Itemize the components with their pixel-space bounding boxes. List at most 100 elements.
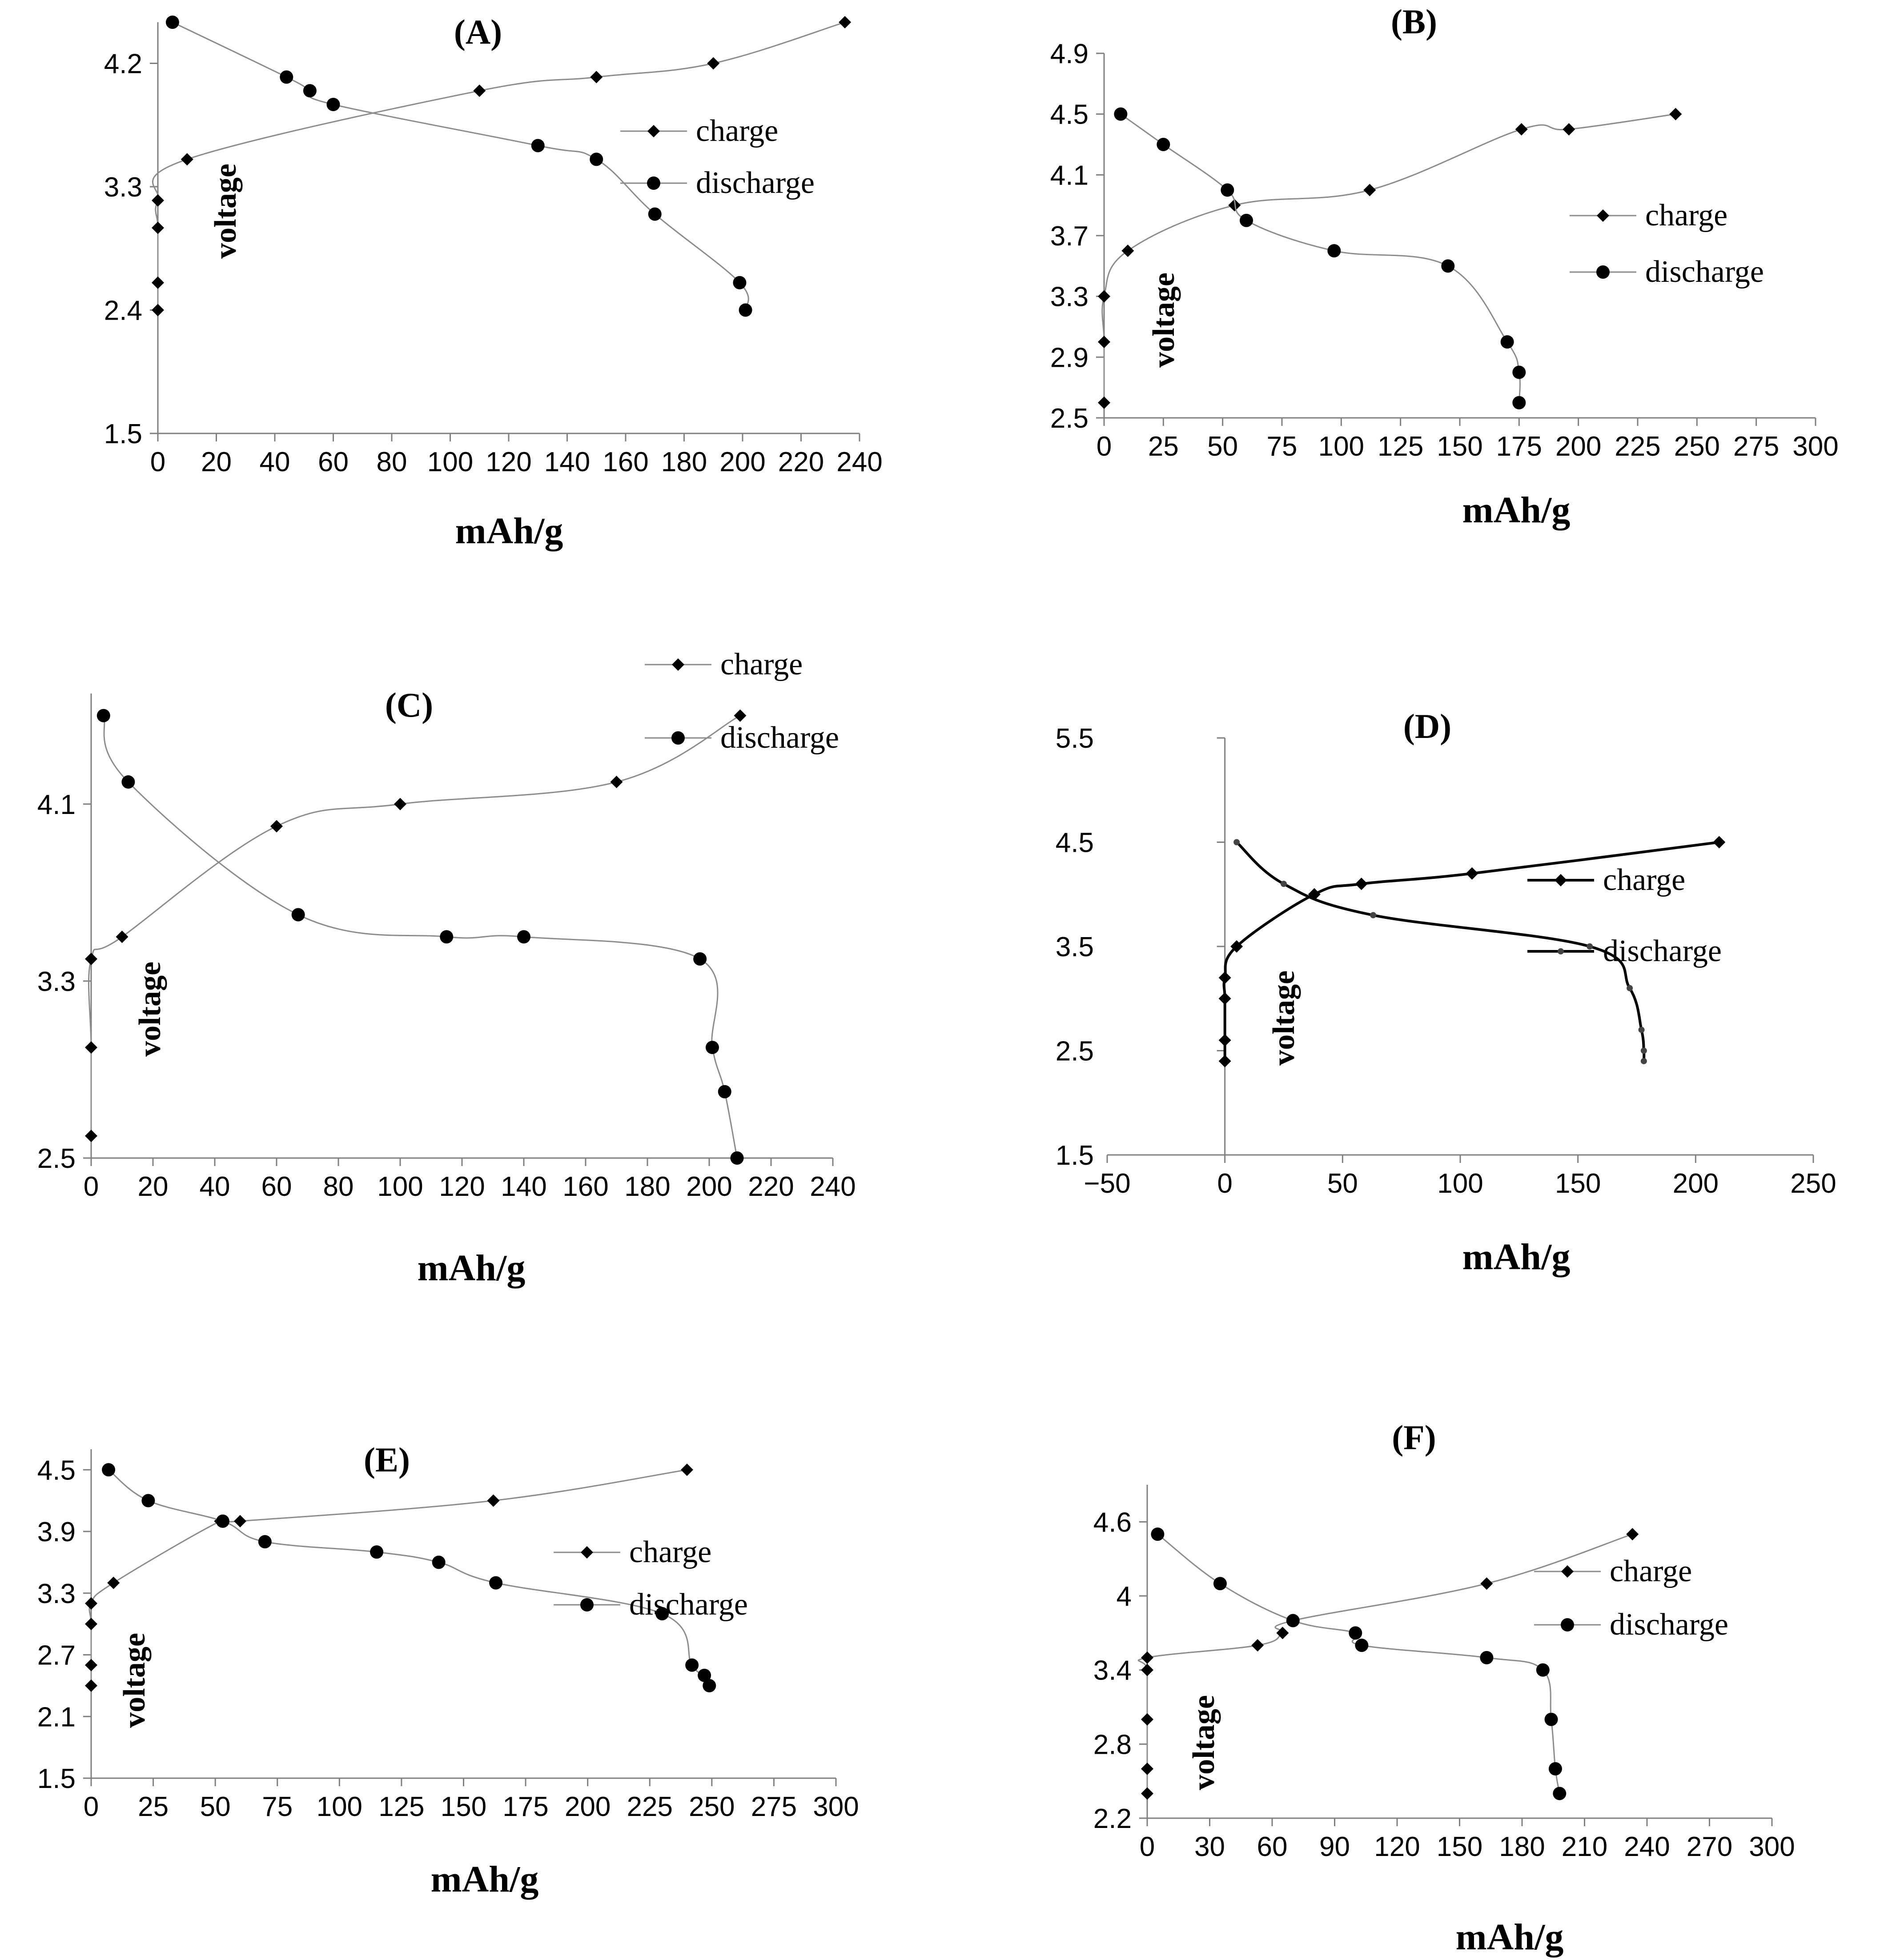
charge-point: [707, 57, 720, 70]
discharge-point: [102, 1463, 116, 1477]
legend-charge-marker: [1597, 209, 1609, 222]
legend-item-discharge: discharge: [1527, 934, 1722, 968]
discharge-point: [1151, 1527, 1165, 1541]
series-discharge: [165, 16, 752, 317]
y-tick-label: 4.2: [104, 49, 142, 80]
x-tick-label: 270: [1687, 1832, 1732, 1862]
discharge-point: [730, 1151, 744, 1165]
y-tick-label: 3.3: [104, 172, 142, 203]
discharge-point: [326, 98, 340, 111]
discharge-point: [531, 139, 545, 152]
y-tick-label: 2.1: [37, 1702, 76, 1732]
charge-point: [1218, 992, 1231, 1005]
discharge-point: [698, 1668, 711, 1682]
legend-discharge-label: discharge: [720, 721, 839, 755]
y-tick-label: 1.5: [104, 419, 142, 449]
x-axis-label: mAh/g: [1462, 489, 1571, 531]
charge-point: [1251, 1639, 1264, 1652]
panel-b: 2.5 2.9 3.3 3.7 4.1 4.5 4.9 0 25 50 75 100 125 150 175…: [1050, 2, 1839, 531]
x-tick-label: 30: [1194, 1832, 1225, 1862]
x-tick-label: 180: [624, 1171, 670, 1202]
discharge-point: [655, 1607, 669, 1620]
legend-item-discharge: discharge: [645, 721, 839, 755]
discharge-point: [489, 1576, 503, 1590]
chart-title: (E): [364, 1440, 410, 1479]
x-tick-label: 200: [719, 447, 765, 477]
charge-point: [610, 776, 623, 789]
x-tick-label: 120: [1374, 1832, 1420, 1862]
x-tick-label: 100: [317, 1792, 362, 1822]
discharge-point: [648, 207, 662, 221]
x-tick-label: 120: [439, 1171, 485, 1202]
y-tick-label: 2.7: [37, 1640, 76, 1671]
charge-point: [85, 1679, 97, 1692]
discharge-curve: [172, 21, 749, 310]
x-tick-label: 100: [1437, 1168, 1483, 1199]
discharge-point: [1500, 335, 1514, 349]
charge-point: [1098, 396, 1110, 409]
x-tick-label: 140: [544, 447, 590, 477]
y-tick-label: 3.9: [37, 1517, 76, 1547]
panel-a: 1.5 2.4 3.3 4.2 0 20 40 60 80 100 120 140 160 180 200 2…: [104, 12, 883, 552]
x-axis-label: mAh/g: [1462, 1236, 1571, 1278]
y-tick-label: 3.3: [1050, 282, 1089, 313]
y-axis-label: voltage: [133, 962, 167, 1057]
series-charge: [152, 16, 852, 317]
x-tick-label: 0: [84, 1171, 99, 1202]
y-tick-label: 1.5: [1056, 1140, 1094, 1171]
x-tick-label: 0: [150, 447, 165, 477]
discharge-point: [370, 1545, 384, 1559]
legend-discharge-marker: [1558, 948, 1564, 954]
discharge-point: [1640, 1047, 1647, 1054]
legend-item-charge: charge: [645, 647, 803, 681]
legend-discharge-marker: [671, 731, 685, 745]
y-tick-label: 3.7: [1050, 221, 1089, 252]
legend-discharge-marker: [580, 1598, 594, 1611]
discharge-point: [685, 1658, 699, 1672]
charge-point: [1098, 336, 1110, 349]
x-tick-label: 125: [1378, 431, 1423, 462]
legend-discharge-label: discharge: [1603, 934, 1722, 968]
y-tick-label: 4.6: [1093, 1507, 1132, 1538]
charge-point: [152, 221, 164, 234]
x-tick-label: 210: [1562, 1832, 1607, 1862]
charge-point: [590, 71, 603, 84]
x-axis-label: mAh/g: [431, 1859, 539, 1900]
legend-discharge-marker: [647, 176, 660, 190]
x-tick-label: 80: [323, 1171, 354, 1202]
charge-point: [85, 1130, 97, 1142]
x-tick-label: 200: [1555, 431, 1601, 462]
charge-point: [85, 953, 97, 966]
discharge-point: [96, 709, 110, 722]
x-axis-label: mAh/g: [455, 510, 563, 552]
series-discharge: [102, 1463, 716, 1692]
x-tick-label: 225: [1615, 431, 1660, 462]
legend-item-discharge: discharge: [1570, 255, 1764, 289]
x-tick-label: 250: [1790, 1168, 1836, 1199]
x-tick-label: 25: [138, 1792, 169, 1822]
charge-curve: [1101, 113, 1676, 403]
y-tick-label: 2.4: [104, 296, 142, 326]
discharge-point: [1233, 839, 1240, 846]
x-tick-label: 180: [661, 447, 707, 477]
charge-point: [1626, 1528, 1639, 1541]
x-tick-label: 240: [1624, 1832, 1670, 1862]
discharge-point: [291, 908, 305, 922]
legend-item-charge: charge: [620, 114, 778, 148]
series-discharge: [96, 709, 744, 1165]
x-tick-label: 220: [778, 447, 824, 477]
charge-point: [152, 276, 164, 289]
legend-charge-marker: [1555, 874, 1567, 886]
x-tick-label: 0: [1217, 1168, 1232, 1199]
series-discharge: [1114, 107, 1526, 409]
x-tick-label: 60: [261, 1171, 292, 1202]
x-tick-label: 150: [441, 1792, 486, 1822]
charge-point: [1355, 878, 1368, 890]
discharge-point: [1281, 881, 1287, 887]
y-tick-label: 3.3: [37, 1579, 76, 1609]
legend-item-discharge: discharge: [1534, 1607, 1728, 1642]
y-tick-label: 3.3: [37, 966, 76, 997]
x-tick-label: 60: [318, 447, 349, 477]
x-tick-label: 50: [1207, 431, 1238, 462]
legend-charge-label: charge: [1645, 198, 1727, 232]
